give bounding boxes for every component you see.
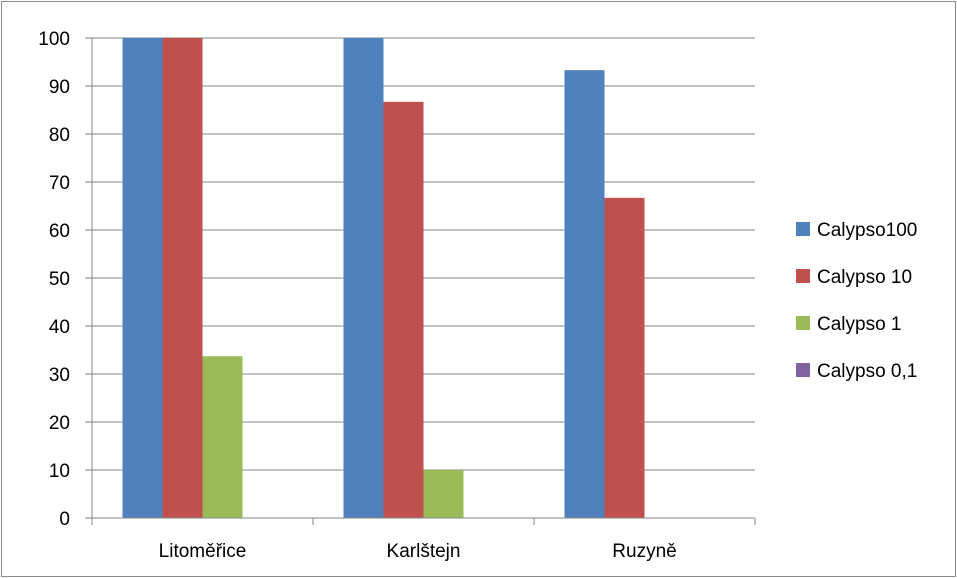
legend-swatch — [796, 363, 810, 377]
x-axis-ticks: Litoměřice Karlštejn Ruzyně — [91, 518, 756, 562]
y-tick-label: 70 — [49, 173, 70, 194]
bar-calypso100-0 — [122, 38, 163, 518]
y-tick-label: 50 — [49, 269, 70, 290]
legend-swatch — [796, 269, 810, 283]
y-tick-label: 20 — [49, 413, 70, 434]
y-tick-label: 80 — [49, 125, 70, 146]
y-tick-label: 30 — [49, 365, 70, 386]
y-tick-label: 40 — [49, 317, 70, 338]
y-axis-ticks: 0 10 20 30 40 50 60 70 80 90 100 — [38, 29, 92, 530]
legend-label: Calypso 0,1 — [817, 361, 917, 382]
legend: Calypso100 Calypso 10 Calypso 1 Calypso 0,1 — [796, 220, 917, 382]
bar-calypso-10-1 — [383, 101, 424, 518]
bar-calypso-10-2 — [604, 197, 645, 518]
y-tick-label: 100 — [38, 29, 70, 50]
y-tick-label: 60 — [49, 221, 70, 242]
y-tick-label: 90 — [49, 77, 70, 98]
bar-calypso-1-1 — [423, 470, 464, 518]
legend-swatch — [796, 316, 810, 330]
x-tick-label: Ruzyně — [612, 541, 676, 562]
bars — [122, 38, 645, 518]
legend-label: Calypso100 — [817, 220, 917, 241]
bar-calypso-1-0 — [202, 356, 243, 518]
y-tick-label: 10 — [49, 461, 70, 482]
legend-label: Calypso 1 — [817, 314, 902, 335]
legend-label: Calypso 10 — [817, 267, 912, 288]
bar-calypso100-2 — [564, 70, 605, 518]
bar-calypso100-1 — [343, 38, 384, 518]
x-tick-label: Litoměřice — [159, 541, 247, 562]
legend-swatch — [796, 222, 810, 236]
bar-calypso-10-0 — [162, 38, 203, 518]
y-tick-label: 0 — [59, 509, 70, 530]
x-tick-label: Karlštejn — [387, 541, 461, 562]
axes — [91, 38, 755, 519]
